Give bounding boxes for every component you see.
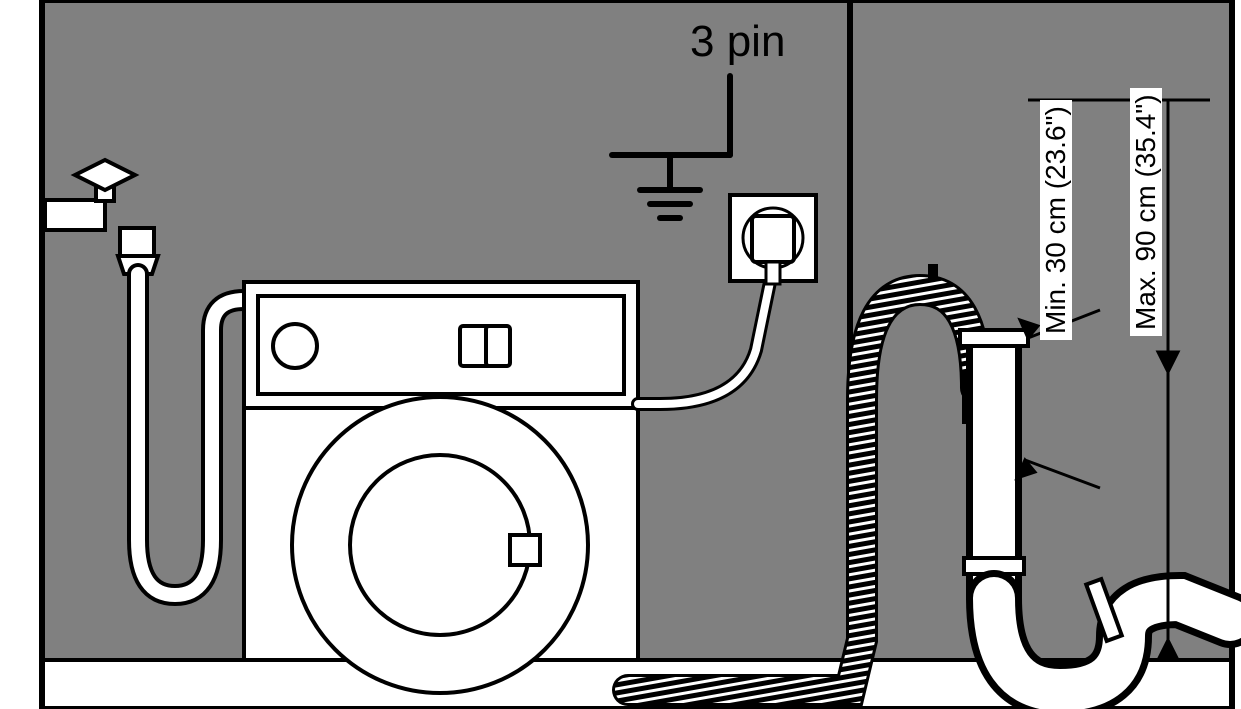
door-handle [510,535,540,565]
button-2 [486,326,510,366]
washing-machine [244,282,638,693]
max-height-label: Max. 90 cm (35.4") [1130,88,1162,336]
plug [752,216,794,262]
hose-clip [928,264,938,278]
program-dial [273,324,317,368]
plug-type-label: 3 pin [686,20,789,64]
plug-grip [766,262,780,284]
min-height-label: Min. 30 cm (23.6") [1040,100,1072,340]
door-glass [350,455,530,635]
